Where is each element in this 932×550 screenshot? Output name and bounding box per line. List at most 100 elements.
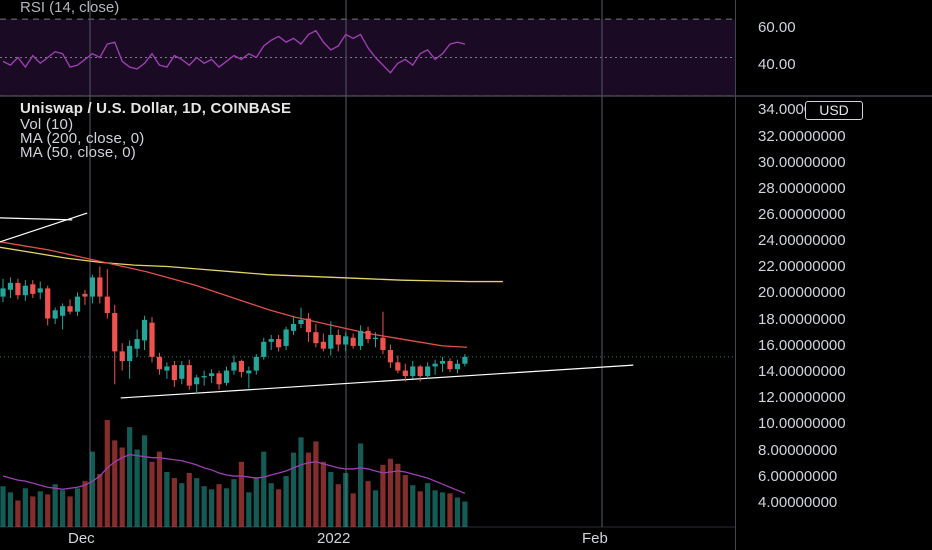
volume-bar bbox=[298, 437, 304, 527]
candle-body bbox=[45, 288, 51, 319]
candle-body bbox=[216, 373, 222, 385]
candle-body bbox=[462, 356, 468, 364]
volume-bar bbox=[387, 458, 393, 527]
volume-bar bbox=[194, 478, 200, 527]
candle-body bbox=[439, 360, 446, 364]
candle-body bbox=[201, 376, 207, 378]
volume-bar bbox=[52, 484, 58, 527]
time-tick-2022: 2022 bbox=[317, 530, 351, 547]
candle-body bbox=[0, 288, 6, 297]
candle-body bbox=[246, 370, 252, 374]
volume-bar bbox=[171, 478, 177, 527]
volume-bar bbox=[37, 491, 43, 527]
volume-bar bbox=[290, 452, 297, 527]
candle-body bbox=[141, 319, 148, 341]
volume-bar bbox=[246, 492, 252, 527]
volume-bar bbox=[216, 484, 222, 527]
volume-bar bbox=[141, 435, 148, 527]
volume-bar bbox=[439, 492, 446, 527]
volume-bar bbox=[447, 493, 453, 527]
currency-badge[interactable]: USD bbox=[805, 101, 863, 120]
volume-bar bbox=[358, 443, 364, 527]
candle-body bbox=[52, 310, 58, 319]
volume-bar bbox=[454, 497, 461, 527]
candle-body bbox=[320, 341, 326, 349]
candle-body bbox=[127, 345, 133, 361]
candle-body bbox=[417, 366, 423, 377]
candle-body bbox=[194, 377, 200, 385]
candle-body bbox=[410, 366, 416, 377]
volume-bar bbox=[22, 488, 28, 527]
volume-bar bbox=[30, 496, 36, 527]
volume-bar bbox=[134, 449, 140, 527]
candle-body bbox=[298, 319, 304, 324]
candle-body bbox=[7, 282, 14, 290]
price-tick: 6.00000000 bbox=[758, 468, 838, 485]
price-tick: 4.00000000 bbox=[758, 494, 838, 511]
price-tick: 10.00000000 bbox=[758, 415, 846, 432]
volume-bar bbox=[261, 451, 267, 527]
volume-bar bbox=[432, 490, 438, 527]
volume-bar bbox=[320, 461, 326, 527]
candle-body bbox=[22, 285, 28, 296]
ma50-line bbox=[0, 241, 468, 348]
volume-bar bbox=[276, 489, 282, 527]
candle-body bbox=[313, 332, 319, 344]
candle-body bbox=[149, 322, 155, 357]
candle-body bbox=[231, 362, 237, 371]
volume-bar bbox=[410, 485, 416, 527]
candle-body bbox=[253, 356, 259, 371]
candle-body bbox=[186, 365, 192, 386]
candle-body bbox=[343, 336, 349, 345]
ma50-legend: MA (50, close, 0) bbox=[20, 144, 136, 161]
volume-bar bbox=[238, 461, 244, 527]
price-tick: 18.00000000 bbox=[758, 311, 846, 328]
candle-body bbox=[134, 339, 140, 349]
volume-bar bbox=[209, 489, 215, 527]
candle-body bbox=[350, 337, 356, 346]
volume-bar bbox=[82, 481, 88, 527]
candle-body bbox=[454, 363, 461, 370]
price-tick: 8.00000000 bbox=[758, 442, 838, 459]
candle-body bbox=[238, 360, 244, 372]
rsi-tick-40: 40.00 bbox=[758, 56, 796, 73]
candle-body bbox=[15, 282, 21, 296]
volume-bar bbox=[97, 474, 103, 527]
price-tick: 12.00000000 bbox=[758, 389, 846, 406]
volume-bar bbox=[89, 451, 95, 527]
volume-bar bbox=[60, 490, 66, 527]
rsi-band bbox=[0, 19, 735, 96]
trendline bbox=[120, 364, 634, 399]
volume-bar bbox=[268, 483, 274, 527]
candle-body bbox=[97, 277, 103, 297]
volume-bar bbox=[328, 471, 334, 527]
volume-bar bbox=[223, 488, 230, 527]
candle-body bbox=[67, 306, 73, 312]
volume-bar bbox=[231, 479, 237, 527]
volume-bar bbox=[425, 483, 431, 527]
candle-body bbox=[179, 365, 185, 379]
volume-bar bbox=[119, 447, 125, 527]
price-tick: 14.00000000 bbox=[758, 363, 846, 380]
candle-body bbox=[425, 366, 431, 377]
volume-bar bbox=[417, 491, 423, 527]
volume-bar bbox=[201, 486, 207, 527]
price-tick: 28.00000000 bbox=[758, 180, 846, 197]
candle-body bbox=[358, 330, 364, 346]
price-tick: 32.00000000 bbox=[758, 128, 846, 145]
volume-bar bbox=[365, 481, 371, 527]
rsi-legend: RSI (14, close) bbox=[20, 0, 120, 16]
candle-body bbox=[387, 350, 393, 363]
volume-bar bbox=[67, 496, 73, 527]
time-tick-feb: Feb bbox=[582, 530, 608, 547]
volume-bar bbox=[186, 472, 192, 527]
volume-bar bbox=[462, 501, 468, 527]
candle-body bbox=[164, 366, 170, 371]
rsi-line bbox=[2, 29, 466, 74]
volume-bar bbox=[380, 464, 386, 527]
candle-body bbox=[261, 341, 267, 357]
candle-body bbox=[209, 373, 215, 377]
trendline bbox=[0, 217, 73, 221]
ma200-legend: MA (200, close, 0) bbox=[20, 130, 145, 147]
